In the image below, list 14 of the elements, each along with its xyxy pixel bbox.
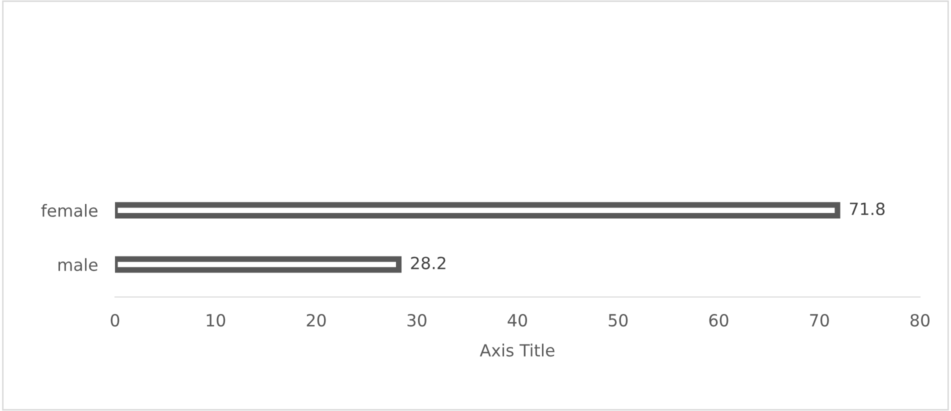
x-tick-label: 0 [110,314,120,327]
x-tick-label: 40 [508,314,527,327]
x-tick-label: 10 [206,314,226,327]
data-label: 28.2 [411,256,446,270]
data-label: 71.8 [850,202,885,216]
y-tick-label: female [41,204,98,217]
x-tick-label: 50 [608,314,628,327]
x-axis-title: Axis Title [480,344,554,357]
x-tick-label: 20 [306,314,326,327]
x-tick-label: 70 [810,314,829,327]
y-tick-label: male [58,258,98,272]
x-tick-label: 60 [709,314,728,327]
x-tick-label: 80 [910,314,930,327]
x-tick-label: 30 [408,314,426,327]
